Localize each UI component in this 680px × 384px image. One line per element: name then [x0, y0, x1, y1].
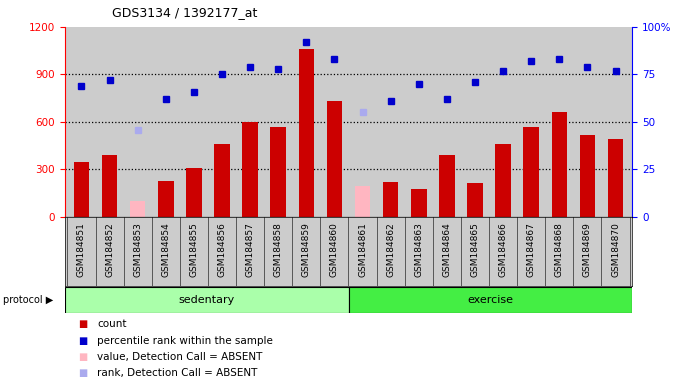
Bar [73, 162, 89, 217]
Bar [242, 122, 258, 217]
Text: GSM184860: GSM184860 [330, 222, 339, 277]
Bar [495, 144, 511, 217]
Bar [411, 189, 426, 217]
Bar [579, 135, 595, 217]
Text: GSM184865: GSM184865 [471, 222, 479, 277]
Bar [467, 183, 483, 217]
Text: ■: ■ [78, 319, 88, 329]
Bar [186, 168, 202, 217]
Text: sedentary: sedentary [178, 295, 235, 305]
Text: GSM184864: GSM184864 [443, 222, 452, 277]
Bar [439, 155, 455, 217]
Text: GSM184858: GSM184858 [274, 222, 283, 277]
Text: percentile rank within the sample: percentile rank within the sample [97, 336, 273, 346]
Bar [383, 182, 398, 217]
Text: GSM184852: GSM184852 [105, 222, 114, 277]
Bar [524, 127, 539, 217]
Text: ■: ■ [78, 336, 88, 346]
Text: rank, Detection Call = ABSENT: rank, Detection Call = ABSENT [97, 368, 258, 378]
Text: GSM184856: GSM184856 [218, 222, 226, 277]
FancyBboxPatch shape [348, 287, 632, 313]
Text: GSM184854: GSM184854 [161, 222, 170, 277]
Text: GSM184861: GSM184861 [358, 222, 367, 277]
Text: GSM184862: GSM184862 [386, 222, 395, 277]
Text: count: count [97, 319, 126, 329]
FancyBboxPatch shape [65, 287, 348, 313]
Text: GSM184868: GSM184868 [555, 222, 564, 277]
Bar [102, 155, 118, 217]
Text: GSM184857: GSM184857 [245, 222, 254, 277]
Text: ■: ■ [78, 352, 88, 362]
Bar [130, 201, 146, 217]
Text: GDS3134 / 1392177_at: GDS3134 / 1392177_at [112, 6, 258, 19]
Bar [214, 144, 230, 217]
Bar [608, 139, 624, 217]
Bar [326, 101, 342, 217]
Text: GSM184853: GSM184853 [133, 222, 142, 277]
Text: exercise: exercise [467, 295, 513, 305]
Bar [355, 186, 371, 217]
Text: GSM184855: GSM184855 [190, 222, 199, 277]
Text: GSM184867: GSM184867 [527, 222, 536, 277]
Text: protocol ▶: protocol ▶ [3, 295, 54, 305]
Bar [271, 127, 286, 217]
Bar [158, 181, 173, 217]
Text: GSM184866: GSM184866 [498, 222, 507, 277]
Text: ■: ■ [78, 368, 88, 378]
Text: value, Detection Call = ABSENT: value, Detection Call = ABSENT [97, 352, 262, 362]
Text: GSM184863: GSM184863 [414, 222, 423, 277]
Text: GSM184869: GSM184869 [583, 222, 592, 277]
Bar [299, 49, 314, 217]
Text: GSM184859: GSM184859 [302, 222, 311, 277]
Bar [551, 113, 567, 217]
Text: GSM184851: GSM184851 [77, 222, 86, 277]
Text: GSM184870: GSM184870 [611, 222, 620, 277]
